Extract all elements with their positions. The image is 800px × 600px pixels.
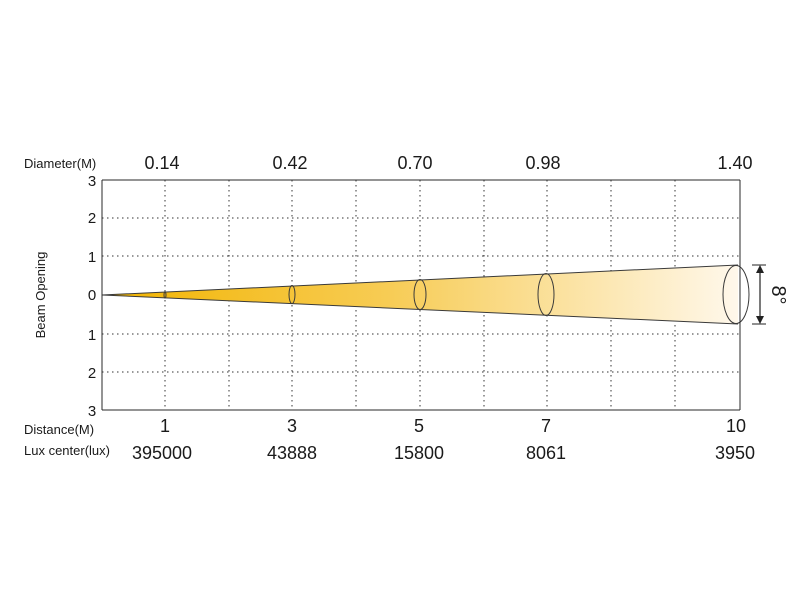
- angle-dimension: 8°: [752, 264, 789, 325]
- y-tick-label: 3: [88, 173, 96, 190]
- diameter-values: 0.14 0.42 0.70 0.98 1.40: [144, 153, 752, 173]
- distance-values: 1 3 5 7 10: [160, 416, 746, 436]
- beam-section-10m: [722, 265, 750, 324]
- y-tick-label: 1: [88, 249, 96, 266]
- diameter-value: 0.42: [272, 153, 307, 173]
- angle-label: 8°: [767, 285, 789, 304]
- distance-value: 3: [287, 416, 297, 436]
- y-tick-labels: 3 2 1 0 1 2 3: [88, 173, 96, 420]
- diameter-value: 0.98: [525, 153, 560, 173]
- beam-section-5m: [413, 279, 427, 310]
- lux-value: 15800: [394, 443, 444, 463]
- y-axis-label: Beam Opening: [33, 252, 48, 339]
- lux-values: 395000 43888 15800 8061 3950: [132, 443, 755, 463]
- lux-value: 395000: [132, 443, 192, 463]
- distance-value: 10: [726, 416, 746, 436]
- beam-section-7m: [537, 273, 555, 316]
- lux-value: 43888: [267, 443, 317, 463]
- diameter-value: 0.70: [397, 153, 432, 173]
- distance-value: 1: [160, 416, 170, 436]
- beam-cone: [101, 264, 750, 325]
- beam-section-3m: [288, 285, 296, 304]
- y-tick-label: 2: [88, 365, 96, 382]
- lux-label: Lux center(lux): [24, 443, 110, 458]
- diameter-label: Diameter(M): [24, 156, 96, 171]
- diameter-value: 1.40: [717, 153, 752, 173]
- y-tick-label: 0: [88, 287, 96, 304]
- lux-value: 3950: [715, 443, 755, 463]
- y-tick-label: 2: [88, 210, 96, 227]
- beam-fill: [102, 265, 738, 324]
- distance-label: Distance(M): [24, 422, 94, 437]
- beam-section-1m: [163, 291, 167, 299]
- distance-value: 7: [541, 416, 551, 436]
- y-tick-label: 1: [88, 327, 96, 344]
- diameter-value: 0.14: [144, 153, 179, 173]
- lux-value: 8061: [526, 443, 566, 463]
- distance-value: 5: [414, 416, 424, 436]
- y-tick-label: 3: [88, 403, 96, 420]
